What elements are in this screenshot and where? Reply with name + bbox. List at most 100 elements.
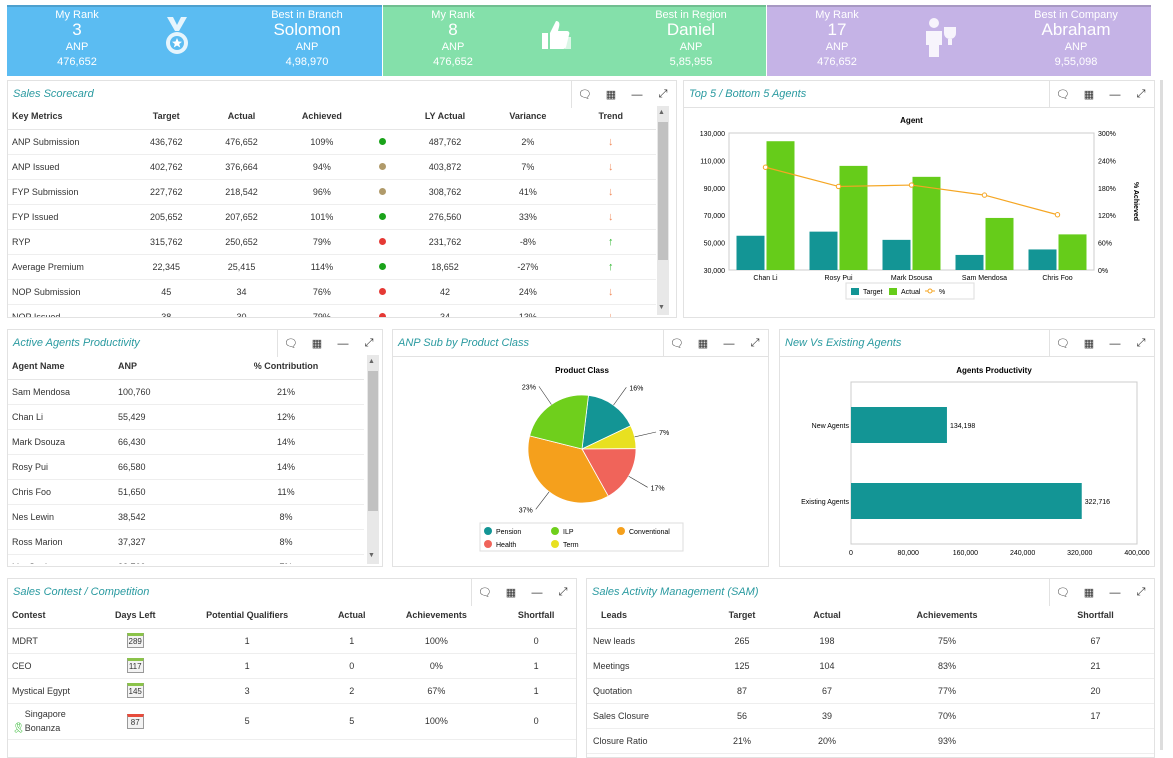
table-row[interactable]: New leads 265 198 75% 67 — [587, 628, 1154, 654]
table-row[interactable]: Mystical Egypt 145 3 2 67% 1 — [8, 678, 576, 704]
table-row[interactable]: ANP Submission 436,762 476,652 109% 487,762 2… — [8, 129, 656, 155]
column-header[interactable] — [364, 104, 400, 130]
table-row[interactable]: Sam Mendosa 100,760 21% — [8, 379, 364, 405]
minimize-icon[interactable]: — — [723, 337, 735, 350]
actual-bar[interactable] — [839, 165, 868, 270]
table-row[interactable]: Nes Lewin 38,542 8% — [8, 504, 364, 530]
column-header[interactable]: Achievements — [376, 603, 497, 629]
table-row[interactable]: RYP 315,762 250,652 79% 231,762 -8% ↑ — [8, 229, 656, 255]
column-header[interactable]: Contest — [8, 603, 103, 629]
pie-slice[interactable] — [581, 448, 637, 497]
columns-icon[interactable]: ▦ — [505, 587, 517, 599]
target-bar[interactable] — [882, 239, 911, 270]
column-header[interactable]: Actual — [326, 603, 377, 629]
minimize-icon[interactable]: — — [1109, 88, 1121, 101]
column-header[interactable]: Leads — [587, 603, 687, 629]
scroll-down-icon[interactable]: ▼ — [368, 552, 375, 559]
columns-icon[interactable]: ▦ — [1083, 89, 1095, 101]
column-header[interactable]: Target — [687, 603, 797, 629]
table-row[interactable]: Closure Ratio 21% 20% 93% — [587, 728, 1154, 754]
agents-bar[interactable] — [851, 407, 947, 443]
page-scrollbar[interactable] — [1160, 80, 1163, 750]
scroll-down-icon[interactable]: ▼ — [658, 304, 665, 311]
target-bar[interactable] — [1028, 249, 1057, 270]
table-row[interactable]: Chan Li 55,429 12% — [8, 404, 364, 430]
percent-point[interactable] — [762, 164, 769, 170]
table-row[interactable]: Mark Dsouza 66,430 14% — [8, 429, 364, 455]
columns-icon[interactable]: ▦ — [311, 338, 323, 350]
expand-icon[interactable]: ⤢ — [1136, 88, 1146, 100]
actual-bar[interactable] — [985, 217, 1014, 270]
percent-point[interactable] — [981, 192, 988, 198]
comment-icon[interactable]: 🗨 — [1056, 338, 1070, 350]
table-row[interactable]: CEO 117 1 0 0% 1 — [8, 653, 576, 679]
table-row[interactable]: FYP Issued 205,652 207,652 101% 276,560 33% ↓ — [8, 204, 656, 230]
target-bar[interactable] — [736, 235, 765, 270]
table-row[interactable]: Average Premium 22,345 25,415 114% 18,652 -27… — [8, 254, 656, 280]
expand-icon[interactable]: ⤢ — [558, 586, 568, 598]
column-header[interactable]: Days Left — [102, 603, 168, 629]
percent-point[interactable] — [1054, 212, 1061, 218]
comment-icon[interactable]: 🗨 — [478, 587, 492, 599]
comment-icon[interactable]: 🗨 — [1056, 89, 1070, 101]
column-header[interactable]: Actual — [203, 104, 280, 130]
target-bar[interactable] — [955, 254, 984, 270]
table-row[interactable]: ANP Issued 402,762 376,664 94% 403,872 7% ↓ — [8, 154, 656, 180]
column-header[interactable]: Trend — [565, 104, 656, 130]
table-row[interactable]: NOP Submission 45 34 76% 42 24% ↓ — [8, 279, 656, 305]
table-row[interactable]: FYP Submission 227,762 218,542 96% 308,762 41… — [8, 179, 656, 205]
table-row[interactable]: NOP Issued 38 30 79% 34 13% ↓ — [8, 304, 656, 317]
column-header[interactable]: Shortfall — [496, 603, 576, 629]
table-row[interactable]: Sales Closure 56 39 70% 17 — [587, 703, 1154, 729]
table-row[interactable]: Chris Foo 51,650 11% — [8, 479, 364, 505]
expand-icon[interactable]: ⤢ — [1136, 586, 1146, 598]
column-header[interactable]: % Contribution — [208, 354, 364, 380]
pie-slice[interactable] — [529, 394, 589, 450]
comment-icon[interactable]: 🗨 — [578, 89, 592, 101]
scrollbar-thumb[interactable] — [368, 371, 378, 511]
scrollbar-thumb[interactable] — [658, 122, 668, 260]
columns-icon[interactable]: ▦ — [1083, 587, 1095, 599]
table-row[interactable]: Rosy Pui 66,580 14% — [8, 454, 364, 480]
scroll-up-icon[interactable]: ▲ — [658, 109, 665, 116]
comment-icon[interactable]: 🗨 — [670, 338, 684, 350]
column-header[interactable]: LY Actual — [399, 104, 491, 130]
table-row[interactable]: MDRT 289 1 1 100% 0 — [8, 628, 576, 654]
table-row[interactable]: Ross Marion 37,327 8% — [8, 529, 364, 555]
table-row[interactable]: Meetings 125 104 83% 21 — [587, 653, 1154, 679]
columns-icon[interactable]: ▦ — [1083, 338, 1095, 350]
columns-icon[interactable]: ▦ — [697, 338, 709, 350]
minimize-icon[interactable]: — — [337, 337, 349, 350]
column-header[interactable]: Variance — [490, 104, 566, 130]
minimize-icon[interactable]: — — [1109, 337, 1121, 350]
pie-slice[interactable] — [581, 394, 632, 450]
columns-icon[interactable]: ▦ — [605, 89, 617, 101]
scroll-up-icon[interactable]: ▲ — [368, 358, 375, 365]
column-header[interactable]: Actual — [797, 603, 857, 629]
minimize-icon[interactable]: — — [1109, 586, 1121, 599]
column-header[interactable]: Achieved — [279, 104, 365, 130]
column-header[interactable]: Achievements — [857, 603, 1037, 629]
column-header[interactable]: Agent Name — [8, 354, 118, 380]
expand-icon[interactable]: ⤢ — [750, 337, 760, 349]
column-header[interactable]: Target — [128, 104, 204, 130]
agents-bar[interactable] — [851, 483, 1082, 519]
expand-icon[interactable]: ⤢ — [364, 337, 374, 349]
table-row[interactable]: Quotation 87 67 77% 20 — [587, 678, 1154, 704]
percent-point[interactable] — [908, 182, 915, 188]
table-row[interactable]: Lim Sook32,7607% — [8, 554, 364, 564]
column-header[interactable]: ANP — [118, 354, 208, 380]
comment-icon[interactable]: 🗨 — [1056, 587, 1070, 599]
column-header[interactable]: Key Metrics — [8, 104, 129, 130]
table-row[interactable]: 🎗Singapore Bonanza 87 5 5 100% 0 — [8, 703, 576, 740]
actual-bar[interactable] — [912, 176, 941, 270]
actual-bar[interactable] — [766, 141, 795, 270]
column-header[interactable]: Potential Qualifiers — [167, 603, 327, 629]
target-bar[interactable] — [809, 231, 838, 270]
expand-icon[interactable]: ⤢ — [1136, 337, 1146, 349]
comment-icon[interactable]: 🗨 — [284, 338, 298, 350]
minimize-icon[interactable]: — — [531, 586, 543, 599]
pie-slice[interactable] — [527, 435, 609, 504]
actual-bar[interactable] — [1058, 234, 1087, 270]
column-header[interactable]: Shortfall — [1037, 603, 1154, 629]
